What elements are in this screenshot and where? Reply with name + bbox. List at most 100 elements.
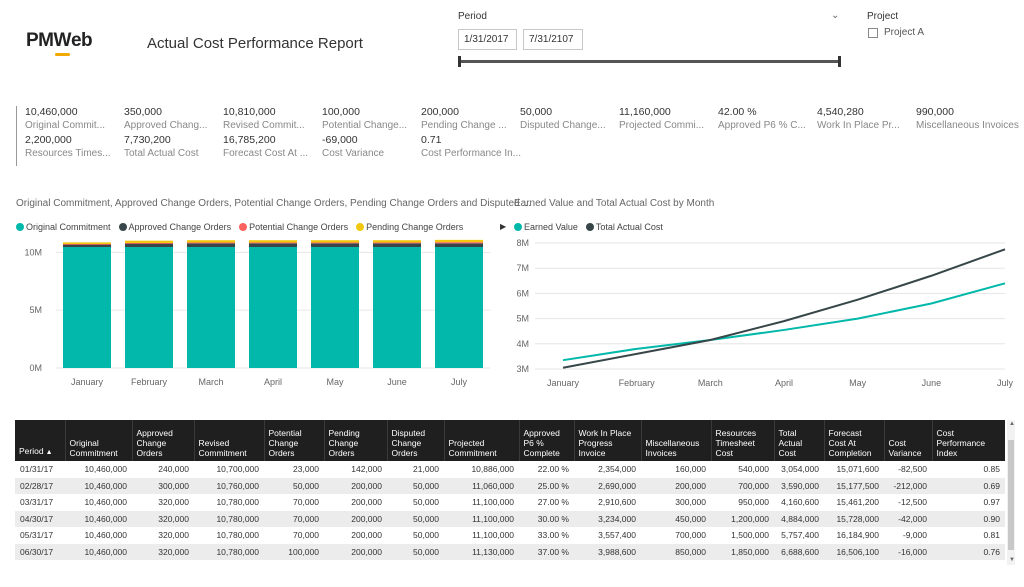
table-cell: 27.00 % xyxy=(537,497,569,508)
table-cell: 10,460,000 xyxy=(65,543,132,560)
kpi-label: Cost Performance In... xyxy=(421,148,521,159)
line-chart-x-tick-label: March xyxy=(698,378,723,388)
column-header[interactable]: Total Actual Cost xyxy=(774,420,825,461)
scroll-down-arrow-icon[interactable]: ▼ xyxy=(1009,557,1015,563)
bar-chart-y-tick-label: 10M xyxy=(24,247,42,257)
project-checkbox[interactable] xyxy=(868,27,878,38)
column-header[interactable]: Pending Change Orders xyxy=(324,420,388,461)
legend-dot-icon xyxy=(16,223,24,231)
table-cell: 11,100,000 xyxy=(472,530,514,541)
kpi-label: Disputed Change... xyxy=(520,120,606,131)
table-cell: 0.90 xyxy=(932,510,1005,527)
legend-item[interactable]: Potential Change Orders xyxy=(239,222,348,232)
bar-segment xyxy=(311,242,359,244)
kpi-card: 50,000 Disputed Change... xyxy=(520,106,620,131)
table-cell: 320,000 xyxy=(132,510,194,527)
table-scrollbar[interactable] xyxy=(1007,420,1015,565)
table-row[interactable]: 06/30/17 10,460,000 320,000 10,780,000 100,0… xyxy=(15,543,1005,560)
legend-label: Potential Change Orders xyxy=(249,222,349,232)
table-row[interactable]: 03/31/17 10,460,000 320,000 10,780,000 70,00… xyxy=(15,494,1005,511)
column-header[interactable]: Original Commitment xyxy=(65,420,133,461)
table-cell: 100,000 xyxy=(264,543,324,560)
column-header[interactable]: Approved Change Orders xyxy=(132,420,195,461)
column-header[interactable]: Miscellaneous Invoices xyxy=(641,420,712,461)
kpi-value: 16,785,200 xyxy=(223,134,276,146)
table-cell: 11,130,000 xyxy=(444,543,519,560)
table-cell: 11,100,000 xyxy=(472,497,514,508)
table-cell: 142,000 xyxy=(351,464,382,475)
chevron-down-icon[interactable]: ⌄ xyxy=(831,10,840,21)
table-cell: 320,000 xyxy=(158,497,189,508)
bar-segment xyxy=(63,247,111,368)
sort-ascending-icon[interactable]: ▲ xyxy=(45,449,53,456)
bar-segment xyxy=(63,244,111,248)
kpi-card: 42.00 % Approved P6 % C... xyxy=(718,106,818,131)
kpi-card: 0.71 Cost Performance In... xyxy=(421,134,521,159)
column-header-label: Original Commitment xyxy=(69,438,118,458)
table-cell: 70,000 xyxy=(293,497,319,508)
bar-segment xyxy=(311,247,359,368)
period-slider-start-handle[interactable] xyxy=(458,56,461,67)
table-cell: 10,886,000 xyxy=(471,464,514,475)
column-header[interactable]: Period ▲ xyxy=(15,420,66,461)
table-cell: 0.85 xyxy=(983,464,1000,475)
table-row[interactable]: 01/31/17 10,460,000 240,000 10,700,000 23,00… xyxy=(15,461,1005,478)
table-cell: 200,000 xyxy=(324,543,387,560)
kpi-value: 7,730,200 xyxy=(124,134,171,146)
table-cell: 0.97 xyxy=(983,497,1000,508)
bar-segment xyxy=(125,247,173,368)
column-header[interactable]: Cost Variance xyxy=(884,420,933,461)
table-row[interactable]: 04/30/17 10,460,000 320,000 10,780,000 70,00… xyxy=(15,510,1005,527)
legend-item[interactable]: Approved Change Orders xyxy=(118,222,231,232)
period-slider-track[interactable] xyxy=(459,60,840,63)
column-header-label: Pending Change Orders xyxy=(328,428,360,458)
table-cell: 10,780,000 xyxy=(216,497,259,508)
table-row[interactable]: 02/28/17 10,460,000 300,000 10,760,000 50,00… xyxy=(15,477,1005,494)
column-header[interactable]: Projected Commitment xyxy=(444,420,520,461)
table-cell: 3,234,000 xyxy=(574,510,641,527)
column-header[interactable]: Forecast Cost At Completion xyxy=(824,420,885,461)
table-cell: 22.00 % xyxy=(537,464,569,475)
column-header-label: Revised Commitment xyxy=(198,438,247,458)
column-header[interactable]: Cost Performance Index xyxy=(932,420,1005,461)
legend-item[interactable]: Total Actual Cost xyxy=(585,222,663,232)
bar-segment xyxy=(63,243,111,245)
column-header[interactable]: Potential Change Orders xyxy=(264,420,325,461)
table-cell: 320,000 xyxy=(132,543,194,560)
bar-segment xyxy=(187,243,235,248)
column-header[interactable]: Revised Commitment xyxy=(194,420,265,461)
legend-item[interactable]: Original Commitment xyxy=(16,222,111,232)
column-header[interactable]: Work In Place Progress Invoice xyxy=(574,420,642,461)
period-slider-end-handle[interactable] xyxy=(838,56,841,67)
table-row[interactable]: 05/31/17 10,460,000 320,000 10,780,000 70,00… xyxy=(15,527,1005,544)
table-cell: 10,460,000 xyxy=(65,477,132,494)
column-header[interactable]: Resources Timesheet Cost xyxy=(711,420,775,461)
table-cell: 50,000 xyxy=(264,477,324,494)
legend-item[interactable]: Earned Value xyxy=(514,222,578,232)
legend-dot-icon xyxy=(118,223,127,231)
column-header[interactable]: Disputed Change Orders xyxy=(387,420,445,461)
table-cell: 10,700,000 xyxy=(216,464,259,475)
bar-segment xyxy=(249,240,297,243)
table-scroll-thumb[interactable] xyxy=(1008,440,1014,550)
bar-chart-x-tick-label: July xyxy=(451,377,468,387)
period-end-date-input[interactable]: 7/31/2107 xyxy=(523,29,583,50)
legend-next-arrow-icon[interactable]: ▶ xyxy=(500,222,507,231)
table-cell: 300,000 xyxy=(132,477,194,494)
kpi-label: Work In Place Pr... xyxy=(817,120,900,131)
column-header-label: Approved P6 % Complete xyxy=(523,428,560,458)
bar-chart: 0M 5M 10M January February March April May June J… xyxy=(24,239,490,387)
legend-item[interactable]: Pending Change Orders xyxy=(356,222,463,232)
project-label: Project xyxy=(867,11,899,22)
column-header-label: Resources Timesheet Cost xyxy=(715,428,757,458)
column-header[interactable]: Approved P6 % Complete xyxy=(519,420,575,461)
period-start-date-input[interactable]: 1/31/2017 xyxy=(458,29,517,50)
project-option-a[interactable]: Project A xyxy=(868,27,924,38)
table-cell: 50,000 xyxy=(387,543,444,560)
scroll-up-arrow-icon[interactable]: ▲ xyxy=(1009,421,1015,427)
table-cell: 10,760,000 xyxy=(194,477,264,494)
table-cell: 10,460,000 xyxy=(84,464,127,475)
line-series xyxy=(562,282,1006,362)
kpi-card: -69,000 Cost Variance xyxy=(322,134,422,159)
table-cell: 0.76 xyxy=(932,543,1005,560)
